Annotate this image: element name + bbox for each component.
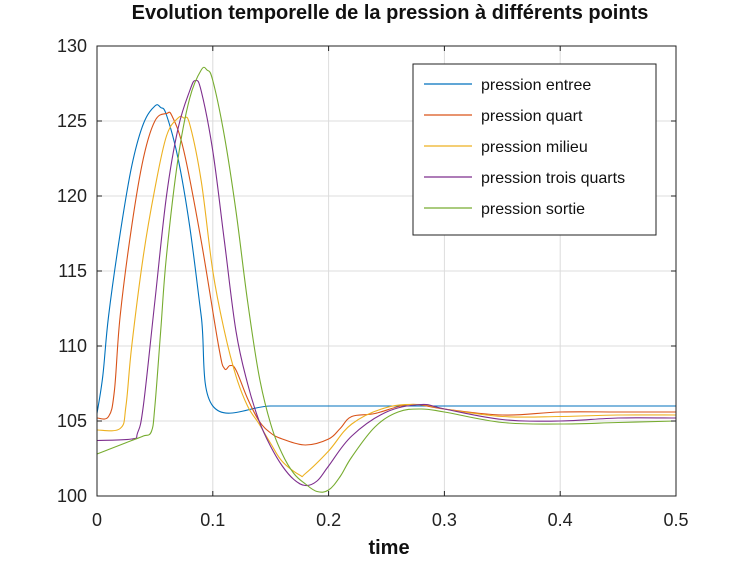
y-tick-label: 130: [57, 36, 87, 56]
x-tick-label: 0.4: [548, 510, 573, 530]
legend-entry-label: pression quart: [481, 108, 583, 125]
x-tick-label: 0.5: [663, 510, 688, 530]
y-tick-label: 115: [58, 261, 87, 281]
y-tick-label: 125: [57, 111, 87, 131]
x-tick-label: 0.2: [316, 510, 341, 530]
y-tick-label: 120: [57, 186, 87, 206]
y-tick-label: 110: [58, 336, 87, 356]
series-line-4: [96, 79, 677, 487]
x-tick-label: 0: [92, 510, 102, 530]
legend-entry-label: pression trois quarts: [481, 170, 625, 187]
legend-entry-label: pression sortie: [481, 201, 585, 218]
legend-box: [412, 63, 657, 236]
y-tick-label: 100: [57, 486, 87, 506]
x-tick-label: 0.1: [200, 510, 225, 530]
series-line-1: [96, 104, 676, 414]
legend-entry-label: pression milieu: [481, 139, 588, 156]
chart-title: Evolution temporelle de la pression à di…: [132, 2, 649, 24]
y-axis-ticks: 100 105 110 115 120 125 130: [57, 36, 676, 506]
y-tick-label: 105: [57, 411, 87, 431]
x-axis-label: time: [368, 537, 409, 557]
series-line-5: [96, 66, 677, 493]
x-axis-ticks: 0 0.1 0.2 0.3 0.4 0.5: [92, 46, 689, 530]
legend: pression entree pression quart pression mi…: [412, 63, 657, 236]
legend-entry-label: pression entree: [481, 77, 591, 94]
x-tick-label: 0.3: [432, 510, 457, 530]
series-lines: [96, 66, 677, 493]
